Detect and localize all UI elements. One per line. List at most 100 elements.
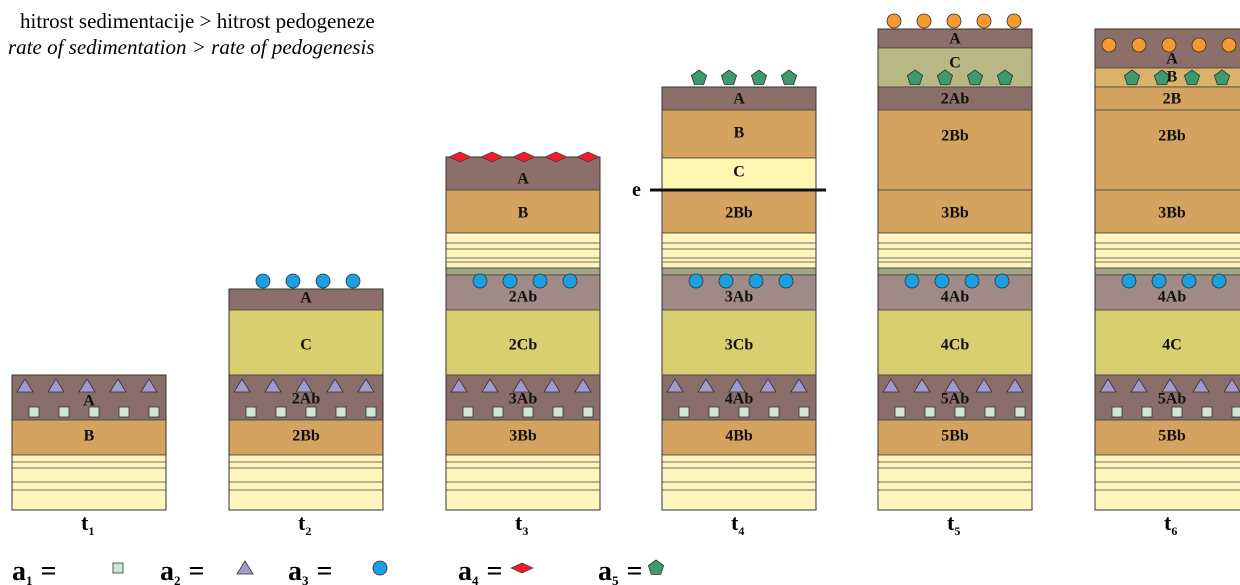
symbol-triangle <box>140 378 158 393</box>
soil-band <box>1094 419 1240 456</box>
symbol-diamond <box>510 562 534 574</box>
symbol-circle <box>994 273 1010 289</box>
symbol-square <box>365 406 377 418</box>
symbol-pentagon <box>966 69 984 85</box>
time-subscript: 6 <box>1171 524 1177 538</box>
column-outline <box>228 288 384 511</box>
symbol-pentagon <box>750 69 768 85</box>
symbol-circle <box>934 273 950 289</box>
symbol-circle <box>345 273 361 289</box>
symbol-square <box>245 406 257 418</box>
symbol-square <box>275 406 287 418</box>
layer-label: 2Bb <box>1158 128 1186 145</box>
symbol-orange-circle <box>946 13 962 29</box>
symbol-circle <box>472 273 488 289</box>
title-line1: hitrost sedimentacije > hitrost pedogene… <box>20 9 375 33</box>
symbol-square <box>1201 406 1213 418</box>
symbol-square <box>28 406 40 418</box>
symbol-circle <box>255 273 271 289</box>
layer-label: 3Ab <box>725 289 754 306</box>
legend-label: a3 = <box>288 556 332 585</box>
layer-label: 2Bb <box>941 128 969 145</box>
soil-band <box>877 189 1033 234</box>
layer-label: A <box>733 91 745 108</box>
symbol-square <box>148 406 160 418</box>
symbol-pentagon <box>1153 69 1171 85</box>
legend-label: a1 = <box>12 556 56 585</box>
legend-subscript: 2 <box>174 573 181 585</box>
symbol-pentagon <box>690 69 708 85</box>
symbol-square <box>1231 406 1240 418</box>
symbol-triangle <box>666 378 684 393</box>
layer-label: A <box>1166 51 1178 68</box>
symbol-triangle <box>1161 378 1179 393</box>
layer-label: 3Bb <box>509 428 537 445</box>
symbol-orange-circle <box>1006 13 1022 29</box>
layer-label: C <box>733 164 745 181</box>
time-letter: t <box>1164 510 1172 535</box>
symbol-square <box>492 406 504 418</box>
soil-band <box>877 109 1033 191</box>
layer-label: 2Ab <box>509 289 538 306</box>
symbol-orange-circle <box>1101 37 1117 53</box>
symbol-triangle <box>574 378 592 393</box>
symbol-square <box>582 406 594 418</box>
symbol-diamond <box>480 151 504 163</box>
layer-label: 3Bb <box>1158 205 1186 222</box>
symbol-triangle <box>233 378 251 393</box>
symbol-square <box>1141 406 1153 418</box>
layer-label: 2Ab <box>941 91 970 108</box>
symbol-triangle <box>481 378 499 393</box>
layer-label: A <box>517 171 529 188</box>
column-outline <box>661 86 817 511</box>
symbol-triangle <box>512 378 530 393</box>
legend-label: a4 = <box>458 556 502 585</box>
symbol-pentagon <box>1183 69 1201 85</box>
soil-band <box>228 309 384 376</box>
soil-band <box>661 157 817 191</box>
symbol-triangle <box>882 378 900 393</box>
symbol-square <box>738 406 750 418</box>
layer-label: 5Ab <box>941 391 970 408</box>
layer-label: 2Bb <box>725 205 753 222</box>
symbol-circle <box>904 273 920 289</box>
symbol-triangle <box>16 378 34 393</box>
symbol-pentagon <box>996 69 1014 85</box>
symbol-circle <box>964 273 980 289</box>
legend-letter: a <box>12 556 26 585</box>
soil-band <box>445 156 601 191</box>
layer-label: B <box>518 205 529 222</box>
symbol-pentagon <box>1123 69 1141 85</box>
symbol-circle <box>315 273 331 289</box>
symbol-pentagon <box>936 69 954 85</box>
layer-label: C <box>949 55 961 72</box>
time-letter: t <box>731 510 739 535</box>
symbol-square <box>1171 406 1183 418</box>
soil-band <box>1094 189 1240 234</box>
symbol-square <box>118 406 130 418</box>
soil-band <box>661 232 817 269</box>
symbol-square <box>954 406 966 418</box>
symbol-triangle <box>357 378 375 393</box>
layer-label: 2B <box>1163 91 1182 108</box>
symbol-square <box>984 406 996 418</box>
legend-equals: = <box>317 556 333 585</box>
soil-band <box>11 454 167 511</box>
layer-label: A <box>83 393 95 410</box>
symbol-circle <box>502 273 518 289</box>
symbol-square <box>462 406 474 418</box>
symbol-triangle <box>236 560 254 575</box>
symbol-square <box>88 406 100 418</box>
symbol-circle <box>688 273 704 289</box>
symbol-orange-circle <box>1161 37 1177 53</box>
symbol-square <box>335 406 347 418</box>
legend-subscript: 1 <box>26 573 33 585</box>
soil-band <box>877 232 1033 269</box>
column-outline <box>1094 28 1240 511</box>
soil-band <box>445 267 601 276</box>
time-subscript: 3 <box>522 524 528 538</box>
soil-band <box>445 309 601 376</box>
soil-band <box>11 419 167 456</box>
soil-band <box>661 309 817 376</box>
